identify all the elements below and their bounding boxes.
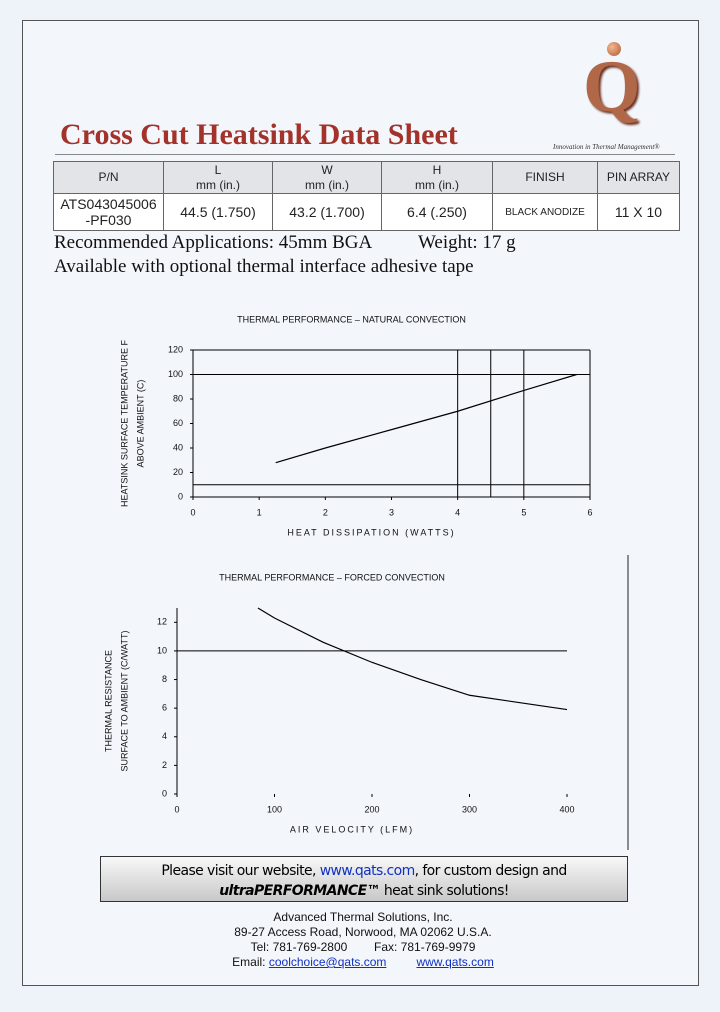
option-note: Available with optional thermal interfac… <box>54 256 474 277</box>
weight: Weight: 17 g <box>418 232 516 253</box>
logo: Q <box>583 46 641 128</box>
y-tick-label: 40 <box>173 442 183 452</box>
y-axis-label: SURFACE TO AMBIENT (C/WATT) <box>119 630 129 771</box>
x-tick-label: 4 <box>455 507 460 517</box>
tagline: Innovation in Thermal Management® <box>553 143 660 151</box>
x-tick-label: 2 <box>323 507 328 517</box>
cell-text: 6.4 (.250) <box>407 204 467 220</box>
chart-title: THERMAL PERFORMANCE – NATURAL CONVECTION <box>237 314 466 324</box>
cell-text: -PF030 <box>85 212 132 228</box>
y-axis-label: ABOVE AMBIENT (C) <box>135 380 145 468</box>
cell-text: ATS043045006 <box>60 196 157 212</box>
fax: Fax: 781-769-9979 <box>374 940 476 954</box>
x-tick-label: 3 <box>389 507 394 517</box>
y-tick-label: 0 <box>162 788 167 798</box>
company: Advanced Thermal Solutions, Inc. <box>273 910 453 924</box>
banner-text: , for custom design and <box>414 863 568 879</box>
y-tick-label: 2 <box>162 760 167 770</box>
chart-title: THERMAL PERFORMANCE – FORCED CONVECTION <box>219 572 445 582</box>
banner-link[interactable]: www.qats.com <box>319 863 416 879</box>
y-tick-label: 12 <box>157 617 167 627</box>
x-axis-label: HEAT DISSIPATION (WATTS) <box>287 527 455 537</box>
address: 89-27 Access Road, Norwood, MA 02062 U.S… <box>234 925 492 939</box>
phones: Tel: 781-769-2800 Fax: 781-769-9979 <box>200 940 526 955</box>
cell: 43.2 (1.700) <box>272 193 382 231</box>
y-tick-label: 60 <box>173 418 183 428</box>
cell: 44.5 (1.750) <box>163 193 273 231</box>
x-tick-label: 0 <box>174 804 179 814</box>
x-tick-label: 400 <box>559 804 574 814</box>
y-axis-label: THERMAL RESISTANCE <box>103 650 113 752</box>
y-tick-label: 20 <box>173 467 183 477</box>
column-header-text: P/N <box>98 170 119 184</box>
y-axis-label: HEATSINK SURFACE TEMPERATURE F <box>119 339 129 507</box>
page-title: Cross Cut Heatsink Data Sheet <box>60 118 458 151</box>
cell-text: 43.2 (1.700) <box>289 204 365 220</box>
email[interactable]: coolchoice@qats.com <box>268 955 387 969</box>
cell: 11 X 10 <box>597 193 680 231</box>
x-tick-label: 200 <box>364 804 379 814</box>
column-header-text: mm (in.) <box>305 177 349 192</box>
cell: ATS043045006 -PF030 <box>53 193 164 231</box>
logo-dot <box>607 42 621 56</box>
x-tick-label: 300 <box>462 804 477 814</box>
x-tick-label: 1 <box>257 507 262 517</box>
cell-text: BLACK ANODIZE <box>505 206 585 218</box>
column-header-text: L <box>214 162 222 177</box>
y-tick-label: 8 <box>162 674 167 684</box>
x-tick-label: 6 <box>587 507 592 517</box>
column-header: PIN ARRAY <box>597 161 680 194</box>
column-header-text: FINISH <box>525 170 565 184</box>
column-header-text: PIN ARRAY <box>606 170 671 184</box>
banner-text: Please visit our website, <box>161 863 320 879</box>
x-tick-label: 0 <box>190 507 195 517</box>
y-tick-label: 100 <box>168 369 183 379</box>
column-header-text: W <box>321 162 333 177</box>
column-header-text: H <box>432 162 442 177</box>
applications: Recommended Applications: 45mm BGA <box>54 232 373 253</box>
tel: Tel: 781-769-2800 <box>250 940 348 954</box>
rule <box>55 154 675 155</box>
y-tick-label: 0 <box>178 491 183 501</box>
data-row: ATS043045006 -PF030 44.5 (1.750) 43.2 (1.70… <box>53 193 680 231</box>
y-tick-label: 6 <box>162 703 167 713</box>
column-header: FINISH <box>492 161 598 194</box>
y-tick-label: 10 <box>157 645 167 655</box>
email-label: Email: <box>232 955 269 969</box>
data-line <box>257 607 568 711</box>
x-tick-label: 100 <box>267 804 282 814</box>
column-header-text: mm (in.) <box>415 177 459 192</box>
y-tick-label: 80 <box>173 393 183 403</box>
cell: 6.4 (.250) <box>381 193 493 231</box>
x-tick-label: 5 <box>521 507 526 517</box>
banner: Please visit our website, www.qats.com, … <box>100 856 628 902</box>
y-tick-label: 4 <box>162 731 167 741</box>
banner-text: heat sink solutions! <box>379 883 510 899</box>
contact: Advanced Thermal Solutions, Inc. 89-27 A… <box>200 910 526 970</box>
x-axis-label: AIR VELOCITY (LFM) <box>290 824 414 834</box>
website[interactable]: www.qats.com <box>416 955 494 969</box>
cell-text: 44.5 (1.750) <box>180 204 256 220</box>
brand: ultraPERFORMANCE™ <box>219 883 380 899</box>
column-header-text: mm (in.) <box>196 177 240 192</box>
email-line: Email: coolchoice@qats.com www.qats.com <box>200 955 526 970</box>
cell: BLACK ANODIZE <box>492 193 598 231</box>
y-tick-label: 120 <box>168 344 183 354</box>
cell-text: 11 X 10 <box>614 204 663 220</box>
data-line <box>275 373 577 464</box>
